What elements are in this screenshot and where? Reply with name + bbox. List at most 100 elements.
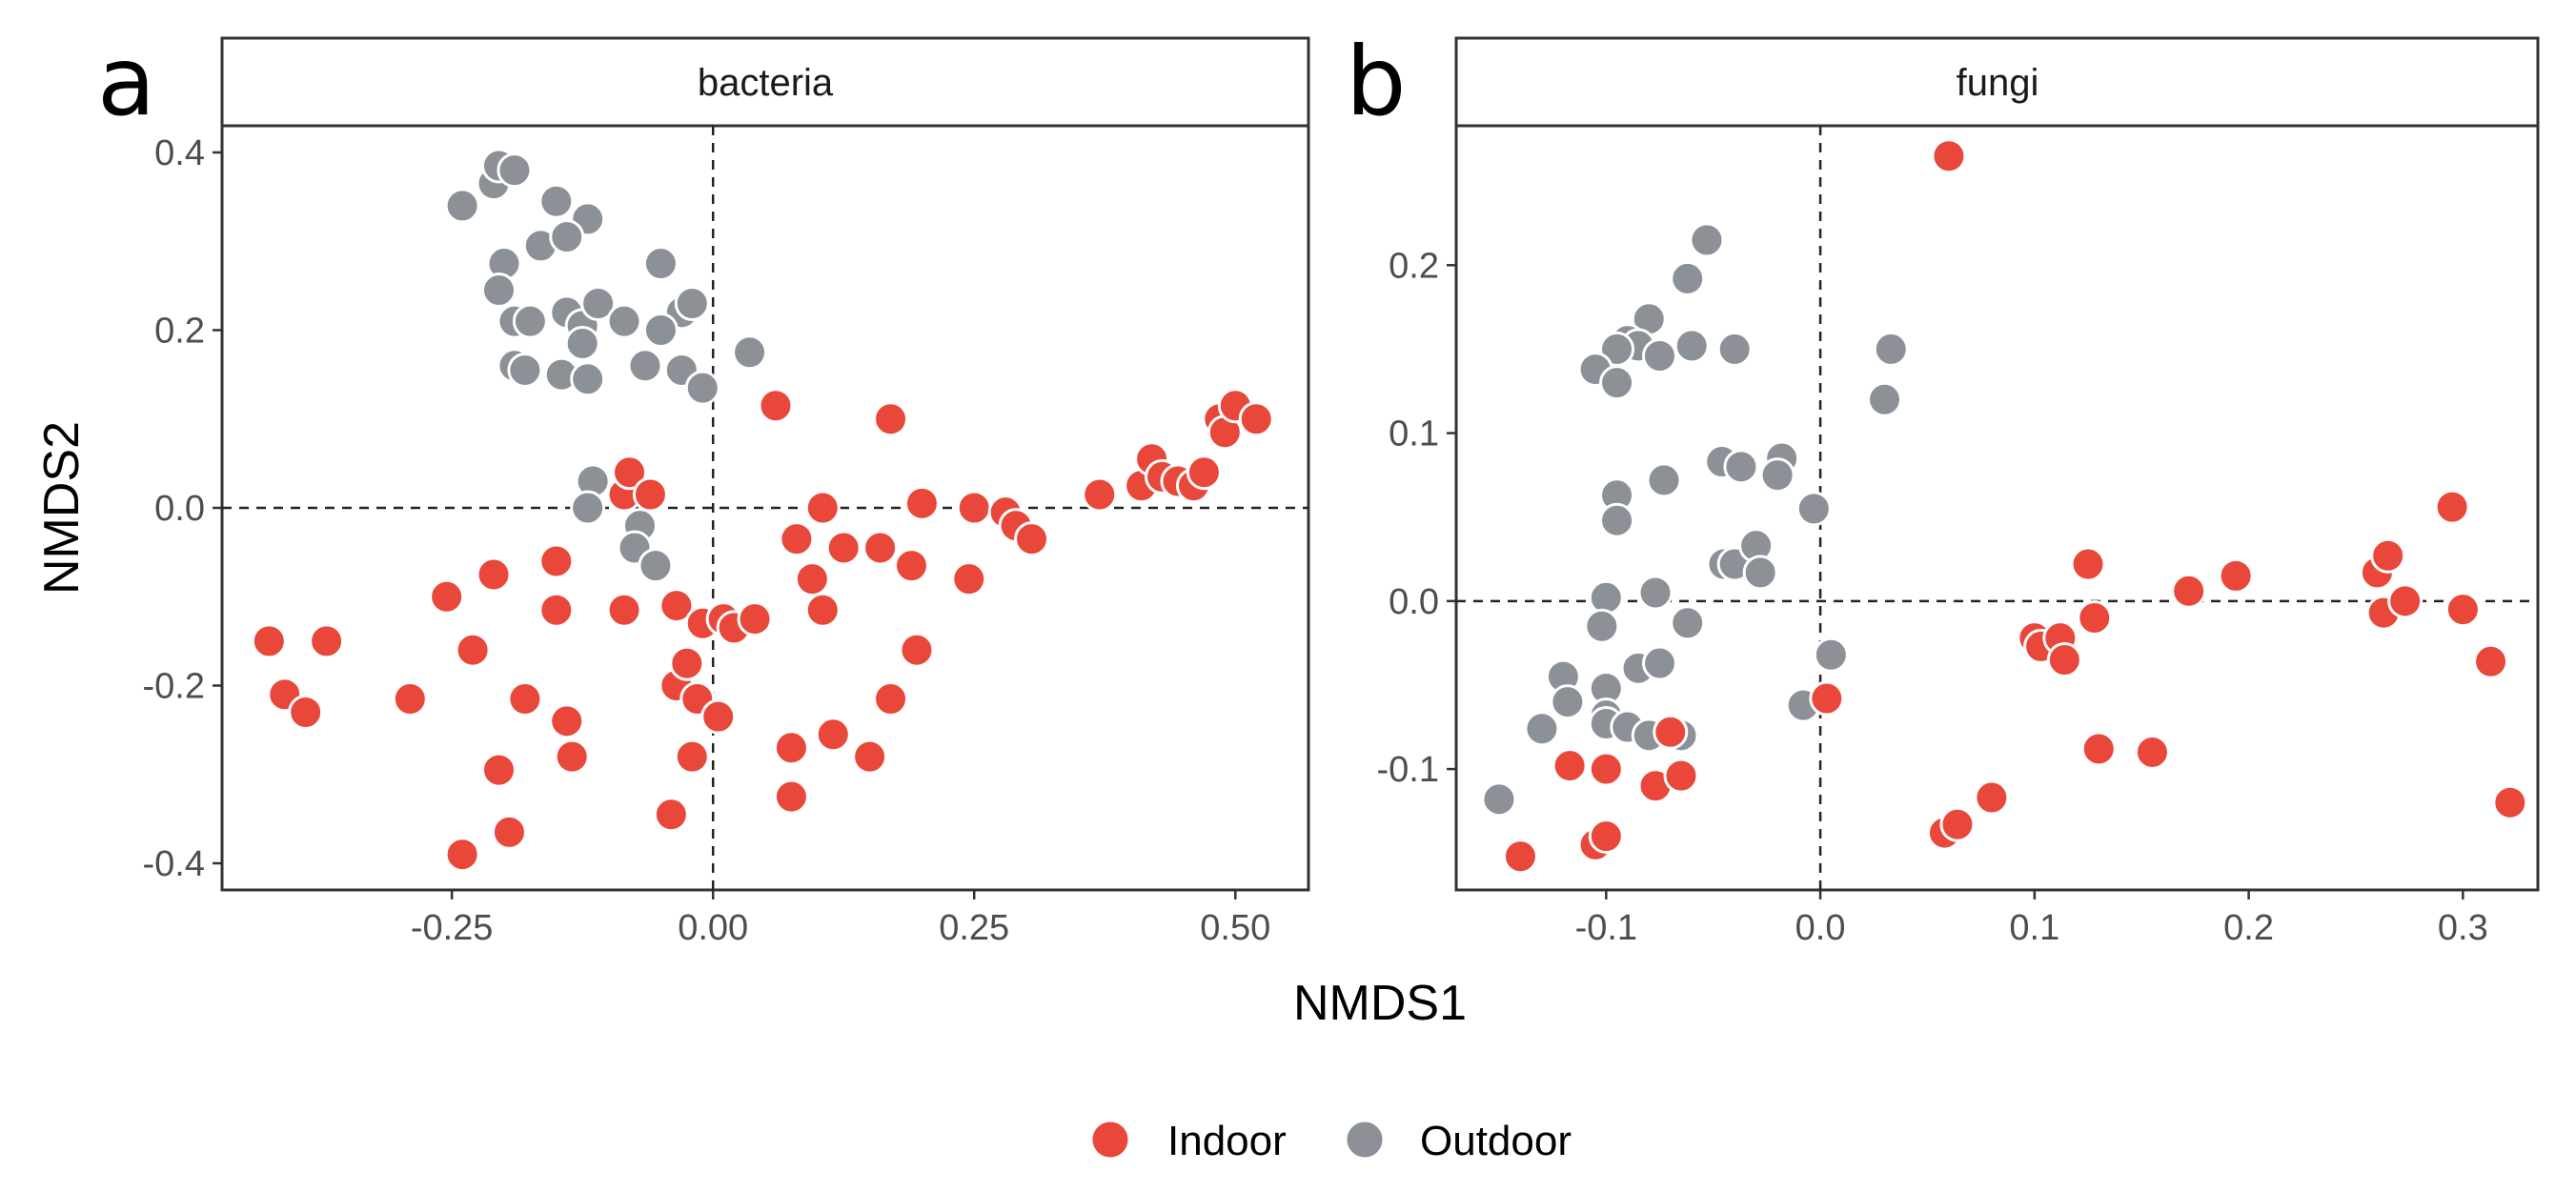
point-outdoor bbox=[1599, 365, 1635, 401]
point-outdoor bbox=[1524, 711, 1560, 747]
point-outdoor bbox=[1673, 328, 1710, 364]
point-indoor bbox=[2492, 784, 2528, 820]
point-outdoor bbox=[1550, 684, 1586, 720]
point-indoor bbox=[825, 530, 862, 566]
point-outdoor bbox=[1716, 331, 1753, 367]
point-indoor bbox=[455, 632, 491, 668]
point-indoor bbox=[2370, 537, 2406, 574]
point-outdoor bbox=[497, 152, 533, 189]
point-indoor bbox=[804, 490, 841, 526]
point-indoor bbox=[1663, 758, 1699, 794]
point-indoor bbox=[893, 548, 929, 584]
legend-swatch-outdoor bbox=[1344, 1119, 1386, 1161]
point-indoor bbox=[2444, 592, 2481, 628]
x-tick-label: 0.00 bbox=[678, 908, 748, 948]
point-indoor bbox=[669, 645, 705, 681]
point-indoor bbox=[309, 623, 345, 659]
point-indoor bbox=[480, 752, 517, 788]
point-indoor bbox=[2434, 489, 2470, 525]
point-outdoor bbox=[570, 490, 606, 526]
x-tick-label: 0.25 bbox=[939, 908, 1009, 948]
y-tick-label: 0.0 bbox=[1389, 582, 1439, 622]
point-outdoor bbox=[642, 312, 679, 348]
point-indoor bbox=[2070, 546, 2106, 582]
point-indoor bbox=[873, 681, 909, 717]
point-indoor bbox=[873, 401, 909, 437]
y-tick-label: 0.2 bbox=[1389, 246, 1439, 286]
point-indoor bbox=[779, 521, 815, 557]
point-indoor bbox=[2134, 734, 2170, 770]
point-indoor bbox=[2387, 583, 2424, 619]
point-outdoor bbox=[1599, 502, 1635, 538]
point-indoor bbox=[758, 388, 794, 424]
point-indoor bbox=[951, 561, 987, 597]
point-outdoor bbox=[684, 370, 720, 406]
point-indoor bbox=[1186, 455, 1222, 491]
y-tick-label: -0.4 bbox=[143, 844, 205, 884]
x-tick-label: -0.25 bbox=[411, 908, 494, 948]
point-indoor bbox=[612, 455, 647, 491]
point-indoor bbox=[862, 530, 899, 566]
legend-label-outdoor: Outdoor bbox=[1420, 1118, 1572, 1164]
y-tick-label: -0.2 bbox=[143, 667, 205, 707]
axis-ticks-bacteria: -0.25 0.00 0.25 0.50 -0.4 -0.2 0.0 0.2 0.4 bbox=[143, 133, 1271, 948]
point-outdoor bbox=[507, 352, 543, 388]
point-indoor bbox=[392, 681, 428, 717]
point-outdoor bbox=[538, 183, 575, 219]
point-indoor bbox=[1014, 521, 1050, 557]
panel-fungi: b fungi -0.1 0.0 0.1 0.2 0.3 -0.1 0.0 0.1 0.2 bbox=[1346, 26, 2540, 948]
point-indoor bbox=[1238, 401, 1274, 437]
point-outdoor bbox=[1742, 555, 1778, 591]
point-outdoor bbox=[1689, 222, 1725, 258]
point-indoor bbox=[476, 556, 512, 593]
point-indoor bbox=[815, 717, 851, 753]
panel-label-a: a bbox=[97, 26, 155, 137]
point-indoor bbox=[903, 485, 940, 521]
point-outdoor bbox=[1867, 381, 1903, 417]
y-tick-label: 0.0 bbox=[154, 489, 205, 529]
point-indoor bbox=[606, 592, 642, 628]
scatter-points-bacteria bbox=[251, 148, 1274, 873]
strip-bacteria-background bbox=[220, 36, 1310, 128]
point-indoor bbox=[653, 797, 689, 833]
point-indoor bbox=[554, 738, 590, 775]
y-tick-label: 0.2 bbox=[154, 311, 205, 351]
point-indoor bbox=[899, 632, 935, 668]
point-indoor bbox=[804, 592, 841, 628]
point-indoor bbox=[1809, 680, 1845, 717]
point-indoor bbox=[2077, 599, 2113, 636]
point-indoor bbox=[2080, 731, 2117, 767]
point-indoor bbox=[956, 490, 992, 526]
point-outdoor bbox=[564, 325, 600, 361]
point-outdoor bbox=[627, 348, 663, 384]
strip-title-fungi: fungi bbox=[1957, 62, 2039, 104]
point-indoor bbox=[251, 623, 287, 659]
point-outdoor bbox=[638, 548, 674, 584]
point-indoor bbox=[507, 681, 543, 717]
point-outdoor bbox=[606, 303, 642, 339]
x-tick-label: 0.3 bbox=[2438, 908, 2488, 948]
point-outdoor bbox=[1584, 608, 1620, 644]
point-indoor bbox=[773, 730, 809, 766]
point-indoor bbox=[632, 476, 668, 513]
point-indoor bbox=[1082, 476, 1118, 513]
point-indoor bbox=[491, 814, 527, 850]
point-indoor bbox=[737, 601, 773, 637]
point-indoor bbox=[674, 738, 710, 775]
legend: Indoor Outdoor bbox=[1089, 1118, 1572, 1164]
point-indoor bbox=[852, 738, 888, 775]
point-outdoor bbox=[480, 273, 517, 309]
point-indoor bbox=[1653, 714, 1689, 750]
panel-bacteria: a bacteria -0.25 0.00 0.25 0.50 -0.4 -0.2 0.0 0… bbox=[97, 26, 1310, 948]
point-outdoor bbox=[1670, 605, 1706, 641]
point-indoor bbox=[2473, 643, 2509, 679]
point-outdoor bbox=[1642, 645, 1678, 681]
x-tick-label: 0.0 bbox=[1795, 908, 1846, 948]
x-tick-label: 0.2 bbox=[2223, 908, 2274, 948]
plot-area-fungi bbox=[1454, 124, 2540, 892]
point-outdoor bbox=[549, 219, 585, 255]
point-outdoor bbox=[1588, 579, 1624, 616]
point-outdoor bbox=[1873, 331, 1909, 367]
point-outdoor bbox=[512, 303, 548, 339]
point-outdoor bbox=[1670, 260, 1706, 296]
